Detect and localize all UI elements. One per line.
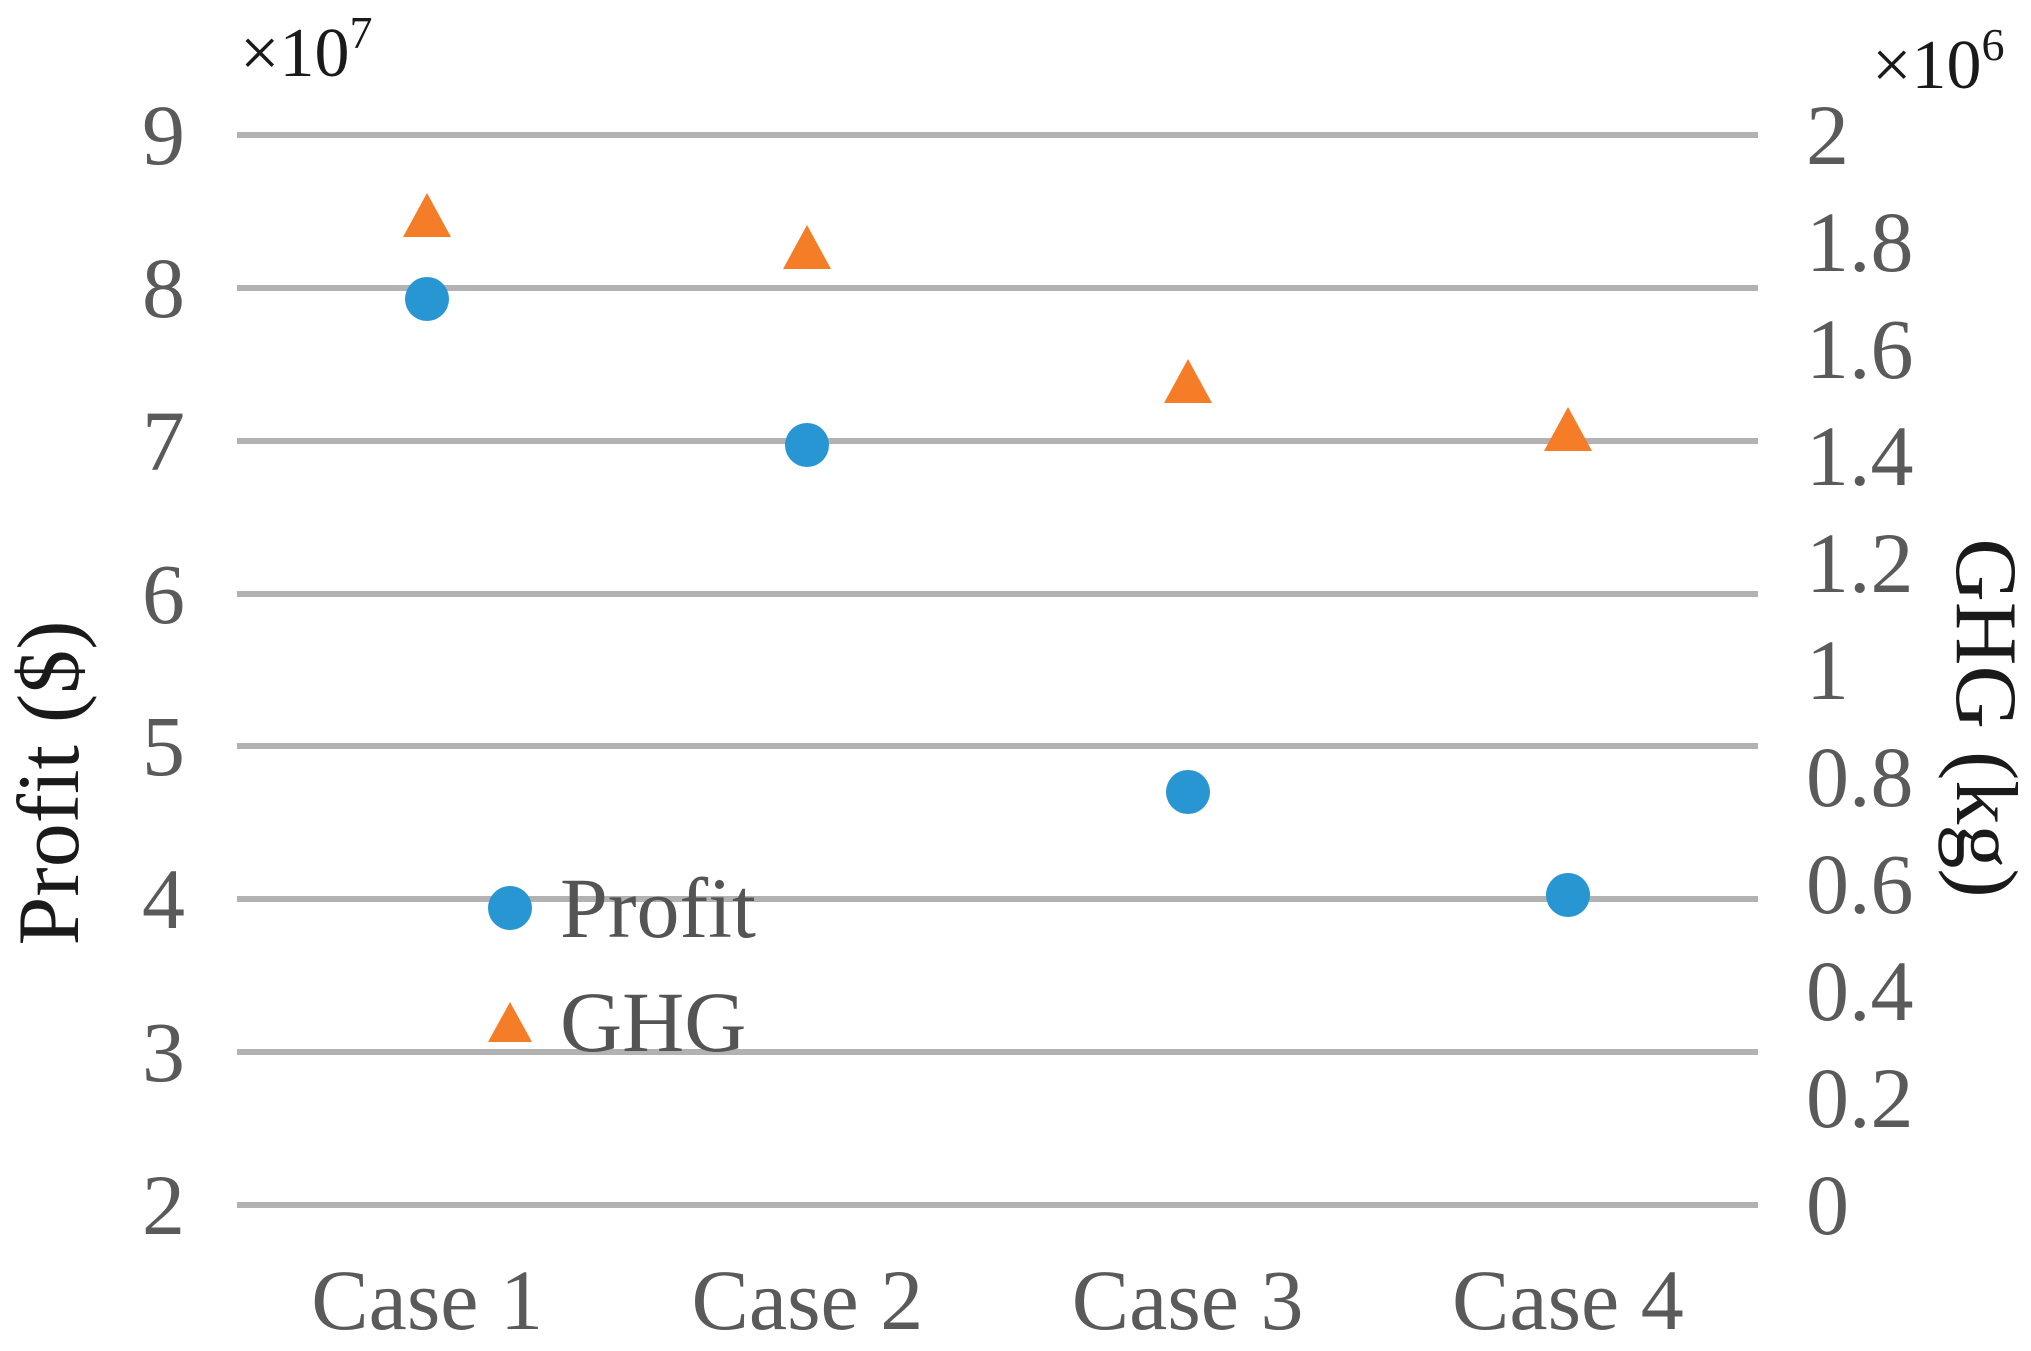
right-axis-multiplier: ×106 <box>1872 18 2004 106</box>
left-axis-tick-6: 6 <box>142 545 185 642</box>
profit-point-case-1 <box>405 276 450 321</box>
profit-point-case-4 <box>1545 872 1590 917</box>
x-tick-label-case-3: Case 3 <box>1071 1252 1304 1348</box>
right-axis-tick-0.6: 0.6 <box>1806 836 1914 932</box>
left-axis-multiplier-base: ×10 <box>240 15 350 92</box>
right-axis-tick-0.4: 0.4 <box>1806 943 1914 1039</box>
right-axis-tick-2: 2 <box>1806 87 1849 183</box>
ghg-point-case-2 <box>783 225 832 270</box>
ghg-point-case-4 <box>1543 407 1592 452</box>
right-axis-multiplier-base: ×10 <box>1872 27 1982 104</box>
gridline-y-5 <box>237 743 1758 750</box>
left-axis-tick-8: 8 <box>142 239 185 336</box>
x-tick-label-case-4: Case 4 <box>1452 1252 1684 1348</box>
legend-ghg-triangle-icon <box>488 1002 532 1042</box>
right-axis-tick-1.6: 1.6 <box>1806 301 1914 397</box>
right-axis-tick-1.2: 1.2 <box>1806 515 1914 611</box>
legend-label-ghg: GHG <box>560 974 747 1070</box>
left-axis-tick-7: 7 <box>142 392 185 489</box>
gridline-y-8 <box>237 284 1758 291</box>
left-axis-multiplier-exponent: 7 <box>349 7 373 58</box>
ghg-point-case-1 <box>403 193 452 238</box>
right-axis-multiplier-exponent: 6 <box>1981 19 2005 70</box>
right-axis-tick-1: 1 <box>1806 622 1849 718</box>
profit-point-case-2 <box>785 423 830 468</box>
left-axis-tick-9: 9 <box>142 87 185 183</box>
gridline-y-7 <box>237 437 1758 444</box>
left-axis-multiplier: ×107 <box>240 6 372 94</box>
gridline-y-4 <box>237 896 1758 903</box>
x-tick-label-case-2: Case 2 <box>691 1252 924 1348</box>
gridline-y-6 <box>237 590 1758 597</box>
left-axis-tick-3: 3 <box>142 1004 185 1101</box>
right-axis-tick-0.2: 0.2 <box>1806 1050 1914 1146</box>
left-axis-tick-2: 2 <box>142 1157 185 1253</box>
ghg-point-case-3 <box>1163 359 1212 404</box>
right-axis-tick-1.4: 1.4 <box>1806 408 1914 504</box>
legend-profit-circle-icon <box>488 886 532 930</box>
left-axis-tick-4: 4 <box>142 851 185 948</box>
right-axis-tick-0: 0 <box>1806 1157 1849 1253</box>
x-tick-label-case-1: Case 1 <box>311 1252 543 1348</box>
profit-point-case-3 <box>1165 770 1210 815</box>
left-axis-tick-5: 5 <box>142 698 185 795</box>
gridline-y-3 <box>237 1049 1758 1056</box>
right-axis-tick-0.8: 0.8 <box>1806 729 1914 825</box>
gridline-y-9 <box>237 132 1758 138</box>
legend-label-profit: Profit <box>560 860 756 956</box>
right-axis-tick-1.8: 1.8 <box>1806 194 1914 290</box>
gridline-y-2 <box>237 1202 1758 1208</box>
